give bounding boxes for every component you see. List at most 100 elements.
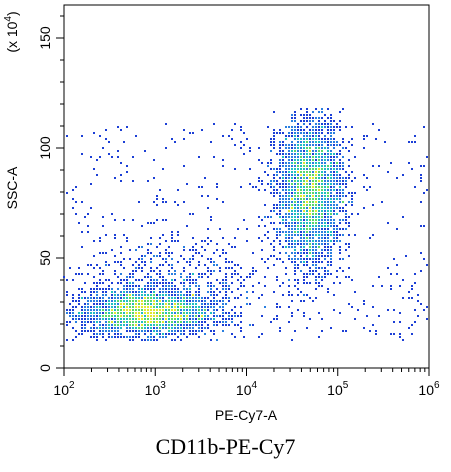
event-point (345, 186, 347, 188)
event-point (270, 144, 272, 146)
event-point (261, 249, 263, 251)
event-point (249, 183, 251, 185)
event-point (204, 240, 206, 242)
event-point (309, 243, 311, 245)
event-point (282, 165, 284, 167)
event-point (96, 321, 98, 323)
event-point (300, 207, 302, 209)
event-point (291, 243, 293, 245)
event-point (300, 156, 302, 158)
event-point (198, 336, 200, 338)
event-point (96, 159, 98, 161)
event-point (318, 255, 320, 257)
event-point (321, 195, 323, 197)
event-point (84, 330, 86, 332)
event-point (105, 303, 107, 305)
event-point (108, 321, 110, 323)
event-point (297, 240, 299, 242)
event-point (159, 309, 161, 311)
event-point (150, 267, 152, 269)
event-point (162, 327, 164, 329)
event-point (207, 306, 209, 308)
event-point (102, 300, 104, 302)
event-point (297, 126, 299, 128)
event-point (414, 321, 416, 323)
event-point (294, 138, 296, 140)
event-point (213, 324, 215, 326)
event-point (333, 198, 335, 200)
event-point (210, 219, 212, 221)
event-point (324, 123, 326, 125)
event-point (285, 183, 287, 185)
event-point (144, 261, 146, 263)
event-point (165, 147, 167, 149)
event-point (294, 261, 296, 263)
event-point (318, 261, 320, 263)
event-point (156, 321, 158, 323)
event-point (183, 258, 185, 260)
event-point (81, 330, 83, 332)
event-point (102, 252, 104, 254)
event-point (90, 207, 92, 209)
event-point (324, 162, 326, 164)
event-point (231, 273, 233, 275)
event-point (330, 171, 332, 173)
event-point (168, 309, 170, 311)
event-point (96, 306, 98, 308)
event-point (99, 279, 101, 281)
event-point (345, 276, 347, 278)
event-point (315, 147, 317, 149)
event-point (96, 318, 98, 320)
event-point (96, 303, 98, 305)
event-point (105, 315, 107, 317)
event-point (279, 252, 281, 254)
event-point (147, 273, 149, 275)
event-point (117, 297, 119, 299)
event-point (309, 168, 311, 170)
event-point (315, 189, 317, 191)
event-point (297, 162, 299, 164)
event-point (408, 162, 410, 164)
event-point (105, 138, 107, 140)
event-point (294, 111, 296, 113)
event-point (132, 297, 134, 299)
event-point (192, 255, 194, 257)
event-point (261, 333, 263, 335)
event-point (174, 315, 176, 317)
event-point (114, 315, 116, 317)
event-point (333, 132, 335, 134)
event-point (177, 336, 179, 338)
event-point (165, 123, 167, 125)
event-point (102, 327, 104, 329)
event-point (213, 303, 215, 305)
event-point (120, 303, 122, 305)
event-point (420, 174, 422, 176)
event-point (273, 207, 275, 209)
event-point (102, 294, 104, 296)
event-point (81, 201, 83, 203)
event-point (162, 300, 164, 302)
event-point (135, 324, 137, 326)
event-point (159, 264, 161, 266)
x-tick-exponent: 5 (343, 380, 349, 391)
event-point (333, 165, 335, 167)
event-point (159, 270, 161, 272)
event-point (99, 306, 101, 308)
event-point (192, 249, 194, 251)
event-point (114, 294, 116, 296)
event-point (69, 303, 71, 305)
event-point (315, 243, 317, 245)
event-point (237, 297, 239, 299)
event-point (114, 324, 116, 326)
event-point (195, 252, 197, 254)
event-point (228, 315, 230, 317)
event-point (324, 120, 326, 122)
event-point (303, 240, 305, 242)
event-point (111, 294, 113, 296)
event-point (129, 285, 131, 287)
event-point (138, 303, 140, 305)
event-point (108, 264, 110, 266)
event-point (192, 333, 194, 335)
event-point (219, 306, 221, 308)
x-tick-label: 102 (53, 380, 75, 398)
